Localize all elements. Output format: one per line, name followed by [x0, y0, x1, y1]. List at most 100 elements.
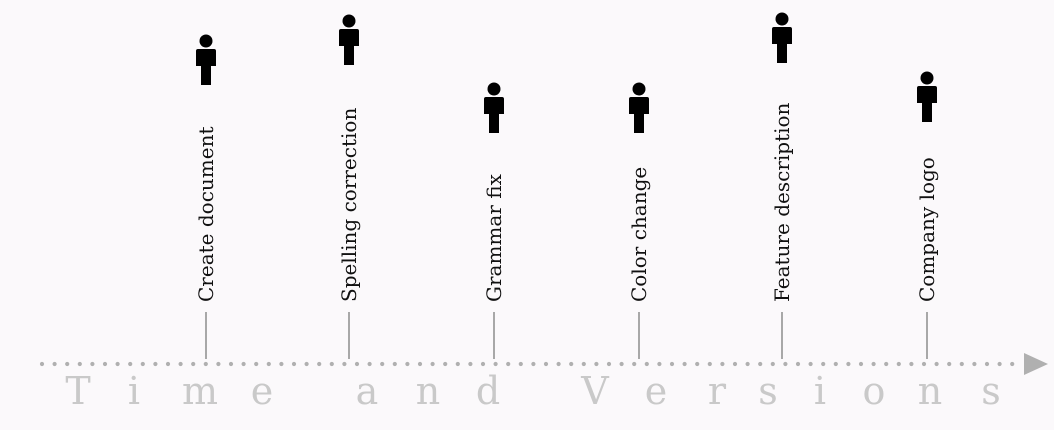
- axis-dot: [959, 361, 964, 367]
- axis-dot: [102, 361, 108, 367]
- timeline-axis: [39, 361, 1015, 367]
- axis-dot: [1010, 361, 1015, 367]
- person-icon: [338, 14, 360, 66]
- axis-dot: [732, 361, 738, 367]
- axis-dot: [657, 361, 662, 367]
- axis-dot: [518, 361, 523, 367]
- axis-dot: [39, 361, 45, 367]
- caption-letter: s: [758, 369, 778, 413]
- axis-dot: [266, 361, 271, 367]
- axis-dot: [669, 361, 675, 367]
- axis-dot: [52, 361, 57, 367]
- axis-dot: [115, 361, 120, 367]
- axis-dot: [228, 361, 234, 367]
- axis-dot: [90, 361, 95, 367]
- axis-dot: [947, 361, 952, 367]
- axis-dot: [581, 361, 586, 367]
- axis-dot: [720, 361, 725, 367]
- axis-dot: [430, 361, 435, 367]
- event-label: Color change: [627, 166, 651, 302]
- person-icon: [628, 82, 650, 134]
- axis-dot: [191, 361, 196, 367]
- axis-dot: [254, 361, 259, 367]
- axis-dot: [405, 361, 410, 367]
- caption-letter: i: [127, 369, 141, 413]
- event-label: Feature description: [770, 102, 794, 302]
- caption-letter: a: [355, 369, 379, 413]
- axis-dot: [480, 361, 486, 367]
- axis-dot: [758, 361, 763, 367]
- axis-dot: [216, 361, 221, 367]
- axis-dot: [821, 361, 826, 367]
- axis-dot: [304, 361, 309, 367]
- axis-dot: [203, 361, 208, 367]
- caption-letter: r: [707, 369, 727, 413]
- axis-dot: [354, 361, 360, 367]
- axis-dot: [871, 361, 876, 367]
- axis-dot: [128, 361, 133, 367]
- caption-letter: o: [862, 369, 886, 413]
- caption-letter: V: [581, 369, 609, 413]
- axis-dot: [493, 361, 498, 367]
- axis-dot: [632, 361, 637, 367]
- axis-dot: [695, 361, 700, 367]
- axis-dot: [833, 361, 838, 367]
- caption-letter: d: [475, 369, 501, 413]
- axis-dot: [165, 361, 171, 367]
- axis-dot: [543, 361, 549, 367]
- caption-letter: m: [181, 369, 219, 413]
- event-label: Company logo: [915, 157, 939, 302]
- caption-letter: e: [644, 369, 668, 413]
- event-label: Create document: [194, 126, 218, 303]
- caption-letter: n: [415, 369, 441, 413]
- event-label: Grammar fix: [482, 174, 506, 302]
- event-stems: [205, 312, 928, 359]
- caption-letter: i: [813, 369, 827, 413]
- axis-dot: [392, 361, 397, 367]
- axis-dot: [342, 361, 347, 367]
- axis-dot: [531, 361, 536, 367]
- axis-dot: [569, 361, 574, 367]
- axis-dot: [934, 361, 939, 367]
- axis-dot: [140, 361, 145, 367]
- axis-dot: [921, 361, 927, 367]
- axis-dot: [241, 361, 246, 367]
- axis-dot: [884, 361, 889, 367]
- axis-dot: [178, 361, 183, 367]
- axis-dot: [997, 361, 1002, 367]
- axis-dot: [783, 361, 788, 367]
- axis-dot: [380, 361, 385, 367]
- axis-dot: [556, 361, 561, 367]
- person-icon: [195, 34, 217, 86]
- axis-dot: [317, 361, 322, 367]
- axis-dot: [594, 361, 599, 367]
- axis-dot: [858, 361, 864, 367]
- axis-dot: [770, 361, 775, 367]
- caption-letter: s: [981, 369, 1001, 413]
- person-icon: [771, 12, 793, 64]
- axis-dot: [606, 361, 612, 367]
- axis-dot: [279, 361, 284, 367]
- axis-dot: [619, 361, 624, 367]
- person-icon: [483, 82, 505, 134]
- axis-dot: [808, 361, 813, 367]
- axis-dot: [795, 361, 801, 367]
- axis-dot: [984, 361, 990, 367]
- axis-dot: [367, 361, 372, 367]
- axis-dot: [644, 361, 649, 367]
- axis-dot: [291, 361, 297, 367]
- axis-dot: [745, 361, 750, 367]
- axis-dot: [506, 361, 511, 367]
- axis-dot: [896, 361, 901, 367]
- axis-dot: [909, 361, 914, 367]
- axis-dot: [846, 361, 851, 367]
- caption-letter: e: [250, 369, 274, 413]
- axis-dot: [443, 361, 448, 367]
- caption-letter: T: [65, 369, 91, 413]
- person-icon: [916, 71, 938, 123]
- axis-dot: [468, 361, 473, 367]
- axis-dot: [455, 361, 460, 367]
- caption-letter: n: [917, 369, 943, 413]
